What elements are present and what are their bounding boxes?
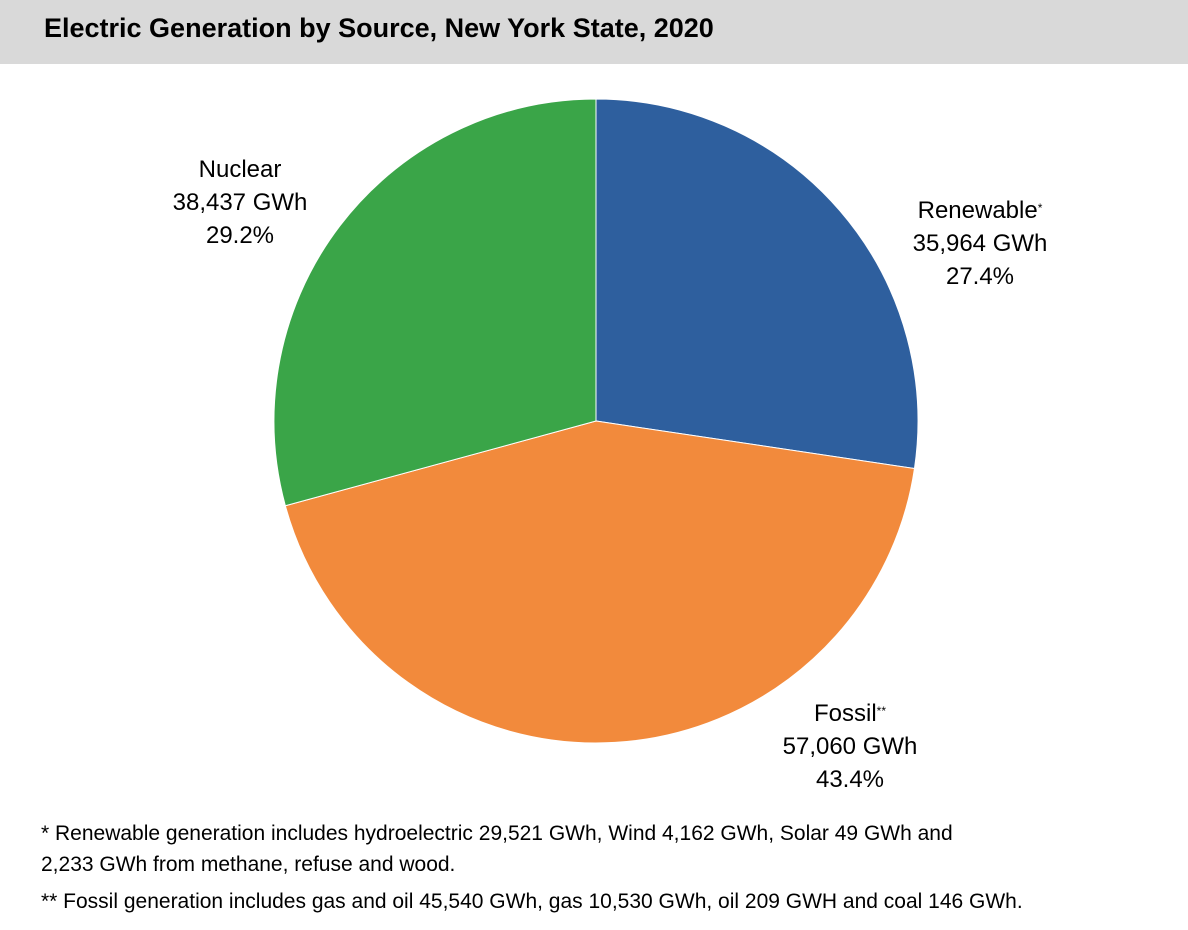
slice-label-renewable: Renewable* 35,964 GWh 27.4% [880, 194, 1080, 293]
slice-label-nuclear: Nuclear 38,437 GWh 29.2% [140, 153, 340, 252]
pie-slice-renewable [595, 98, 919, 470]
pie-slice-nuclear [273, 98, 597, 507]
footnote-renewable: * Renewable generation includes hydroele… [41, 818, 953, 880]
slice-label-fossil-marker: ** [876, 704, 886, 718]
title-bar: Electric Generation by Source, New York … [0, 0, 1188, 64]
slice-label-renewable-marker: * [1037, 201, 1043, 215]
slice-label-nuclear-name: Nuclear [198, 156, 282, 183]
slice-label-renewable-value: 35,964 GWh [912, 230, 1048, 257]
slice-label-fossil-percent: 43.4% [815, 766, 885, 793]
slice-label-fossil: Fossil** 57,060 GWh 43.4% [750, 697, 950, 796]
pie-slice-fossil [284, 420, 916, 744]
slice-label-renewable-name: Renewable [917, 197, 1038, 224]
slice-label-nuclear-percent: 29.2% [205, 222, 275, 249]
footnote-fossil: ** Fossil generation includes gas and oi… [41, 890, 1023, 913]
slice-label-renewable-percent: 27.4% [945, 263, 1015, 290]
slice-label-nuclear-value: 38,437 GWh [172, 189, 308, 216]
chart-title: Electric Generation by Source, New York … [44, 13, 714, 43]
slice-label-fossil-value: 57,060 GWh [782, 733, 918, 760]
slice-label-fossil-name: Fossil [813, 700, 877, 727]
footnote-renewable-line2: 2,233 GWh from methane, refuse and wood. [41, 853, 456, 876]
footnote-renewable-line1: * Renewable generation includes hydroele… [41, 822, 953, 845]
